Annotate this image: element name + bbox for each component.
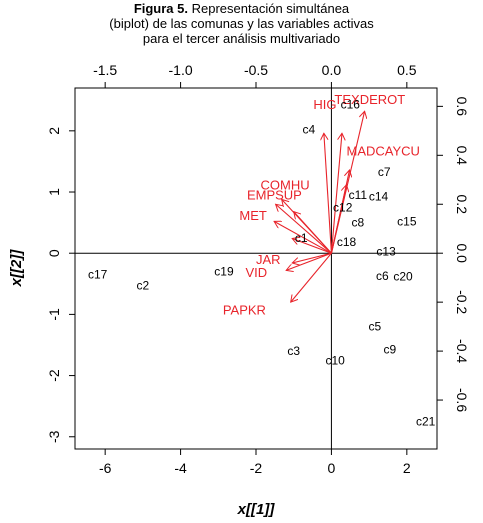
y-tick-label: 2 <box>46 127 62 135</box>
vector-label: VID <box>245 265 267 280</box>
top-tick-label: -1.5 <box>93 62 117 78</box>
top-tick-label: 0.0 <box>322 62 342 78</box>
top-tick-label: -1.0 <box>169 62 193 78</box>
vector-arrow <box>294 212 332 254</box>
point-label: c8 <box>351 216 364 230</box>
right-tick-label: -0.4 <box>454 339 470 363</box>
reference-lines <box>75 88 437 449</box>
figure-title-line1: Representación simultánea <box>191 1 350 16</box>
vector-arrow <box>276 204 332 254</box>
point-label: c13 <box>376 244 396 258</box>
right-tick-label: 0.2 <box>454 195 470 215</box>
figure-caption: Figura 5. Representación simultánea (bip… <box>0 0 483 46</box>
point-label: c12 <box>333 200 353 214</box>
point-label: c11 <box>349 188 368 202</box>
vector-arrow <box>330 133 342 254</box>
point-label: c3 <box>287 344 300 358</box>
point-label: c14 <box>369 189 389 203</box>
figure-label: Figura 5. <box>133 1 188 16</box>
figure-title-line3: para el tercer análisis multivariado <box>142 31 341 46</box>
bottom-axis: -6 -4 -2 0 2 <box>99 448 411 476</box>
y-tick-label: 0 <box>46 249 62 257</box>
top-tick-label: 0.5 <box>397 62 417 78</box>
y-axis-title: x[[2]] <box>8 249 25 288</box>
x-axis-title: x[[1]] <box>237 501 276 518</box>
point-label: c1 <box>295 231 308 245</box>
point-label: c15 <box>397 214 417 228</box>
point-label: c17 <box>88 268 108 282</box>
point-label: c16 <box>341 98 361 112</box>
left-axis: -3 -2 -1 0 1 2 <box>46 127 75 443</box>
y-tick-label: -3 <box>46 430 62 443</box>
x-tick-label: 0 <box>328 460 336 476</box>
figure-title-line2: (biplot) de las comunas y las variables … <box>109 16 374 31</box>
point-label: c4 <box>302 123 315 137</box>
point-label: c10 <box>326 353 346 367</box>
right-axis: 0.6 0.4 0.2 0.0 -0.2 -0.4 -0.6 <box>437 97 470 412</box>
vector-label: JAR <box>256 252 281 267</box>
x-tick-label: -2 <box>250 460 263 476</box>
vector-arrow <box>286 252 332 270</box>
x-tick-label: 2 <box>403 460 411 476</box>
top-axis: -1.5 -1.0 -0.5 0.0 0.5 <box>93 62 417 88</box>
point-label: c6 <box>376 269 389 283</box>
point-label: c20 <box>393 269 413 283</box>
vector-arrow <box>292 239 332 254</box>
point-label: c7 <box>378 165 391 179</box>
right-tick-label: 0.4 <box>454 146 470 166</box>
right-tick-label: 0.6 <box>454 97 470 117</box>
y-tick-label: 1 <box>46 188 62 196</box>
point-label: c9 <box>384 342 397 356</box>
y-tick-label: -2 <box>46 369 62 382</box>
point-label: c21 <box>416 414 436 428</box>
vector-label: MET <box>239 208 266 223</box>
point-label: c18 <box>337 235 357 249</box>
top-tick-label: -0.5 <box>244 62 268 78</box>
vector-arrow <box>292 252 332 263</box>
y-tick-label: -1 <box>46 308 62 321</box>
right-tick-label: 0.0 <box>454 243 470 263</box>
vector-label: TEXDEROT <box>334 92 405 107</box>
vector-arrow <box>324 133 332 254</box>
vector-label: MADCAYCU <box>347 143 420 158</box>
vector-label: COMHU <box>261 178 310 193</box>
vector-arrow <box>330 185 346 254</box>
point-label: c5 <box>368 320 381 334</box>
vector-label: EMPSUP <box>247 187 302 202</box>
right-tick-label: -0.6 <box>454 388 470 412</box>
x-tick-label: -4 <box>174 460 187 476</box>
point-label: c2 <box>137 279 150 293</box>
x-tick-label: -6 <box>99 460 112 476</box>
vector-label: PAPKR <box>223 302 266 317</box>
right-tick-label: -0.2 <box>454 290 470 314</box>
vector-arrow <box>291 252 332 302</box>
vector-label: HIG <box>313 97 336 112</box>
point-label: c19 <box>214 265 234 279</box>
vector-arrow <box>274 221 332 254</box>
